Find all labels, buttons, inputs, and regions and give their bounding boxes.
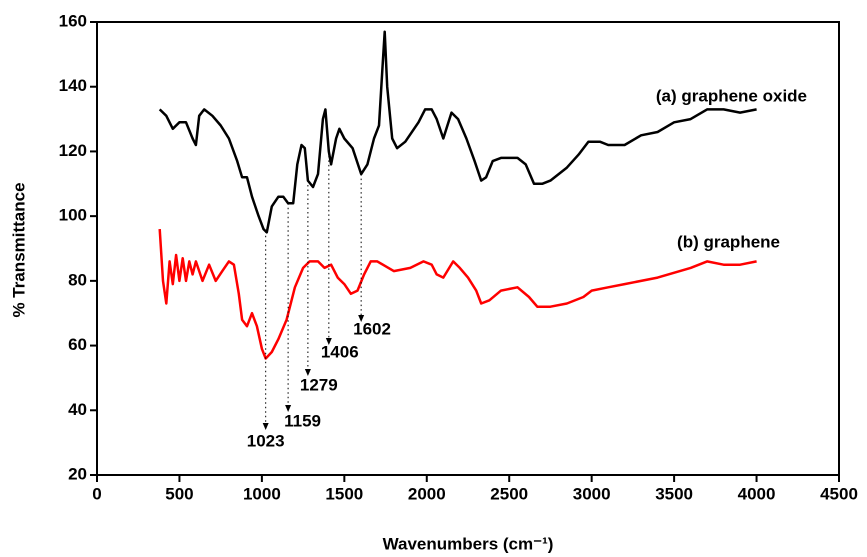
series-line	[158, 229, 757, 360]
y-axis-label: % Transmittance	[9, 182, 28, 317]
x-tick-label: 1000	[243, 484, 281, 503]
peak-arrow	[285, 405, 292, 412]
peak-arrow	[358, 315, 365, 322]
peak-arrow	[325, 338, 332, 345]
peak-label: 1023	[247, 431, 285, 450]
peak-label: 1602	[353, 319, 391, 338]
y-tick-label: 80	[68, 270, 87, 289]
peak-arrow	[304, 369, 311, 376]
y-tick-label: 20	[68, 464, 87, 483]
peak-label: 1159	[284, 411, 321, 430]
series-line	[158, 30, 757, 234]
x-axis-label: Wavenumbers (cm⁻¹)	[383, 534, 554, 553]
peak-arrow	[262, 423, 269, 430]
series-label: (b) graphene	[677, 232, 780, 251]
x-tick-label: 3000	[573, 484, 611, 503]
peak-label: 1279	[300, 375, 338, 394]
y-tick-label: 120	[59, 141, 87, 160]
x-tick-label: 2000	[408, 484, 446, 503]
y-tick-label: 60	[68, 335, 87, 354]
y-tick-label: 100	[59, 206, 87, 225]
y-tick-label: 40	[68, 400, 87, 419]
peak-label: 1406	[321, 342, 359, 361]
x-tick-label: 500	[165, 484, 193, 503]
y-tick-label: 140	[59, 76, 87, 95]
plot-frame	[96, 21, 840, 476]
y-tick-label: 160	[59, 11, 87, 30]
x-tick-label: 2500	[490, 484, 528, 503]
x-tick-label: 0	[92, 484, 101, 503]
x-tick-label: 1500	[325, 484, 363, 503]
series-label: (a) graphene oxide	[656, 86, 807, 105]
x-tick-label: 4500	[820, 484, 858, 503]
x-tick-label: 4000	[738, 484, 776, 503]
x-tick-label: 3500	[655, 484, 693, 503]
